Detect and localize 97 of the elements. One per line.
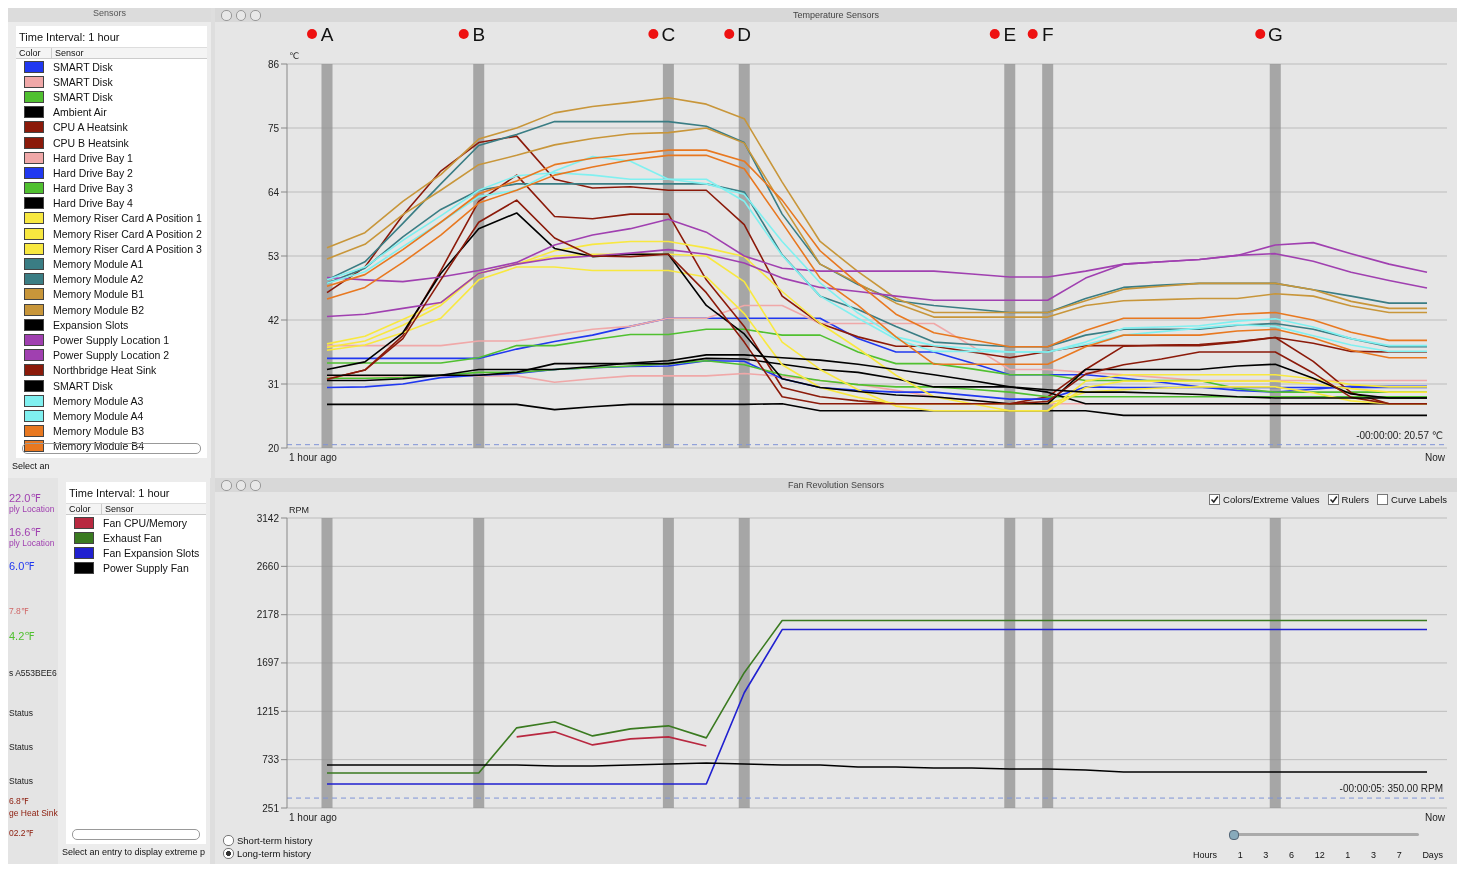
text: Status xyxy=(9,708,34,718)
text: Color xyxy=(16,48,52,58)
legend-label: Memory Module A2 xyxy=(53,273,144,286)
y-tick-label: 64 xyxy=(267,186,280,198)
legend-title: Time Interval: 1 hour xyxy=(18,30,121,45)
y-axis-title: RPM xyxy=(289,505,309,515)
x-tick-label: D xyxy=(737,24,752,45)
text: 22.0℉ xyxy=(9,492,41,505)
text: s A553BEE6 xyxy=(9,668,57,678)
y-tick-label: 251 xyxy=(262,802,280,814)
legend-label: Memory Riser Card A Position 2 xyxy=(53,227,202,240)
text: ge Heat Sink xyxy=(9,808,58,818)
legend-label: Fan CPU/Memory xyxy=(103,516,188,529)
text: 1 hour ago xyxy=(289,452,337,463)
chart-title: Temperature Sensors xyxy=(215,8,1457,22)
y-tick-label: 20 xyxy=(267,442,280,454)
x-tick-label: E xyxy=(1003,24,1017,45)
legend-label: Hard Drive Bay 1 xyxy=(53,151,133,164)
x-tick-label: F xyxy=(1041,24,1054,45)
text: Hours xyxy=(1193,850,1218,860)
legend-label: SMART Disk xyxy=(53,75,113,88)
y-axis-title: ℃ xyxy=(289,51,300,61)
y-tick-label: 733 xyxy=(262,754,280,766)
text: Select an xyxy=(11,460,51,473)
text: 12 xyxy=(1314,850,1325,860)
text: 7 xyxy=(1396,850,1402,860)
legend-label: Northbridge Heat Sink xyxy=(53,364,157,377)
chart-title: Fan Revolution Sensors xyxy=(215,478,1457,492)
legend-label: SMART Disk xyxy=(53,60,113,73)
legend-label: Memory Module A3 xyxy=(53,394,144,407)
ref-line-label: -00:00:05: 350.00 RPM xyxy=(1339,783,1443,795)
legend-label: Memory Riser Card A Position 1 xyxy=(53,212,202,225)
text: Now xyxy=(1424,812,1445,823)
ref-line-label: -00:00:00: 20.57 ℃ xyxy=(1356,429,1443,441)
text: ply Location xyxy=(9,504,55,514)
y-tick-label: 2178 xyxy=(256,609,280,621)
text: 1 hour ago xyxy=(289,812,337,823)
text: Select an entry to display extreme p xyxy=(61,846,207,859)
text: Rulers xyxy=(1341,494,1370,505)
text: Status xyxy=(9,776,34,786)
text: Sensor xyxy=(54,48,84,58)
legend-label: Exhaust Fan xyxy=(103,531,162,544)
legend-label: Hard Drive Bay 2 xyxy=(53,166,133,179)
legend-label: Memory Module B1 xyxy=(53,288,145,301)
y-tick-label: 75 xyxy=(267,122,280,134)
legend-label: Memory Module A1 xyxy=(53,258,144,271)
y-tick-label: 53 xyxy=(267,250,280,262)
text: 6 xyxy=(1289,850,1295,860)
text: Short-term history xyxy=(237,835,313,846)
text: Days xyxy=(1422,850,1443,860)
y-tick-label: 3142 xyxy=(256,512,280,524)
text: 16.6℉ xyxy=(9,526,41,539)
x-tick-label: B xyxy=(472,24,486,45)
text: Colors/Extreme Values xyxy=(1223,494,1320,505)
text: 6.8℉ xyxy=(9,796,29,806)
text: Color xyxy=(66,504,102,514)
text: 1 xyxy=(1345,850,1351,860)
text: 6.0℉ xyxy=(9,560,35,573)
legend-label: SMART Disk xyxy=(53,379,113,392)
text: 4.2℉ xyxy=(9,630,35,643)
legend-label: Power Supply Fan xyxy=(103,562,189,575)
legend-label: CPU A Heatsink xyxy=(53,121,128,134)
legend-label: Ambient Air xyxy=(53,106,107,119)
y-tick-label: 86 xyxy=(267,58,280,70)
y-tick-label: 42 xyxy=(267,314,280,326)
text: Sensors xyxy=(8,8,211,22)
legend-label: Memory Riser Card A Position 3 xyxy=(53,242,202,255)
text: Now xyxy=(1424,452,1445,463)
legend-label: Memory Module A4 xyxy=(53,409,144,422)
legend-label: Hard Drive Bay 4 xyxy=(53,197,133,210)
text: Status xyxy=(9,742,34,752)
x-tick-label: G xyxy=(1267,24,1283,45)
x-tick-label: C xyxy=(661,24,676,45)
text: 02.2℉ xyxy=(9,828,34,838)
text: 7.8℉ xyxy=(9,606,29,616)
text: 1 xyxy=(1237,850,1243,860)
legend-label: CPU B Heatsink xyxy=(53,136,129,149)
text: 3 xyxy=(1263,850,1269,860)
legend-label: SMART Disk xyxy=(53,90,113,103)
y-tick-label: 1215 xyxy=(256,705,280,717)
y-tick-label: 31 xyxy=(267,378,280,390)
text: Sensor xyxy=(104,504,134,514)
y-tick-label: 2660 xyxy=(256,560,280,572)
legend-label: Memory Module B3 xyxy=(53,425,145,438)
text: Curve Labels xyxy=(1391,494,1447,505)
legend-label: Power Supply Location 1 xyxy=(53,333,170,346)
y-tick-label: 1697 xyxy=(256,657,280,669)
legend-label: Expansion Slots xyxy=(53,318,129,331)
x-tick-label: A xyxy=(320,24,334,45)
legend-label: Fan Expansion Slots xyxy=(103,546,200,559)
text: Long-term history xyxy=(237,848,311,859)
legend-title: Time Interval: 1 hour xyxy=(68,486,171,501)
legend-label: Hard Drive Bay 3 xyxy=(53,182,133,195)
text: 3 xyxy=(1371,850,1377,860)
text: ply Location xyxy=(9,538,55,548)
legend-label: Power Supply Location 2 xyxy=(53,349,170,362)
legend-label: Memory Module B2 xyxy=(53,303,145,316)
